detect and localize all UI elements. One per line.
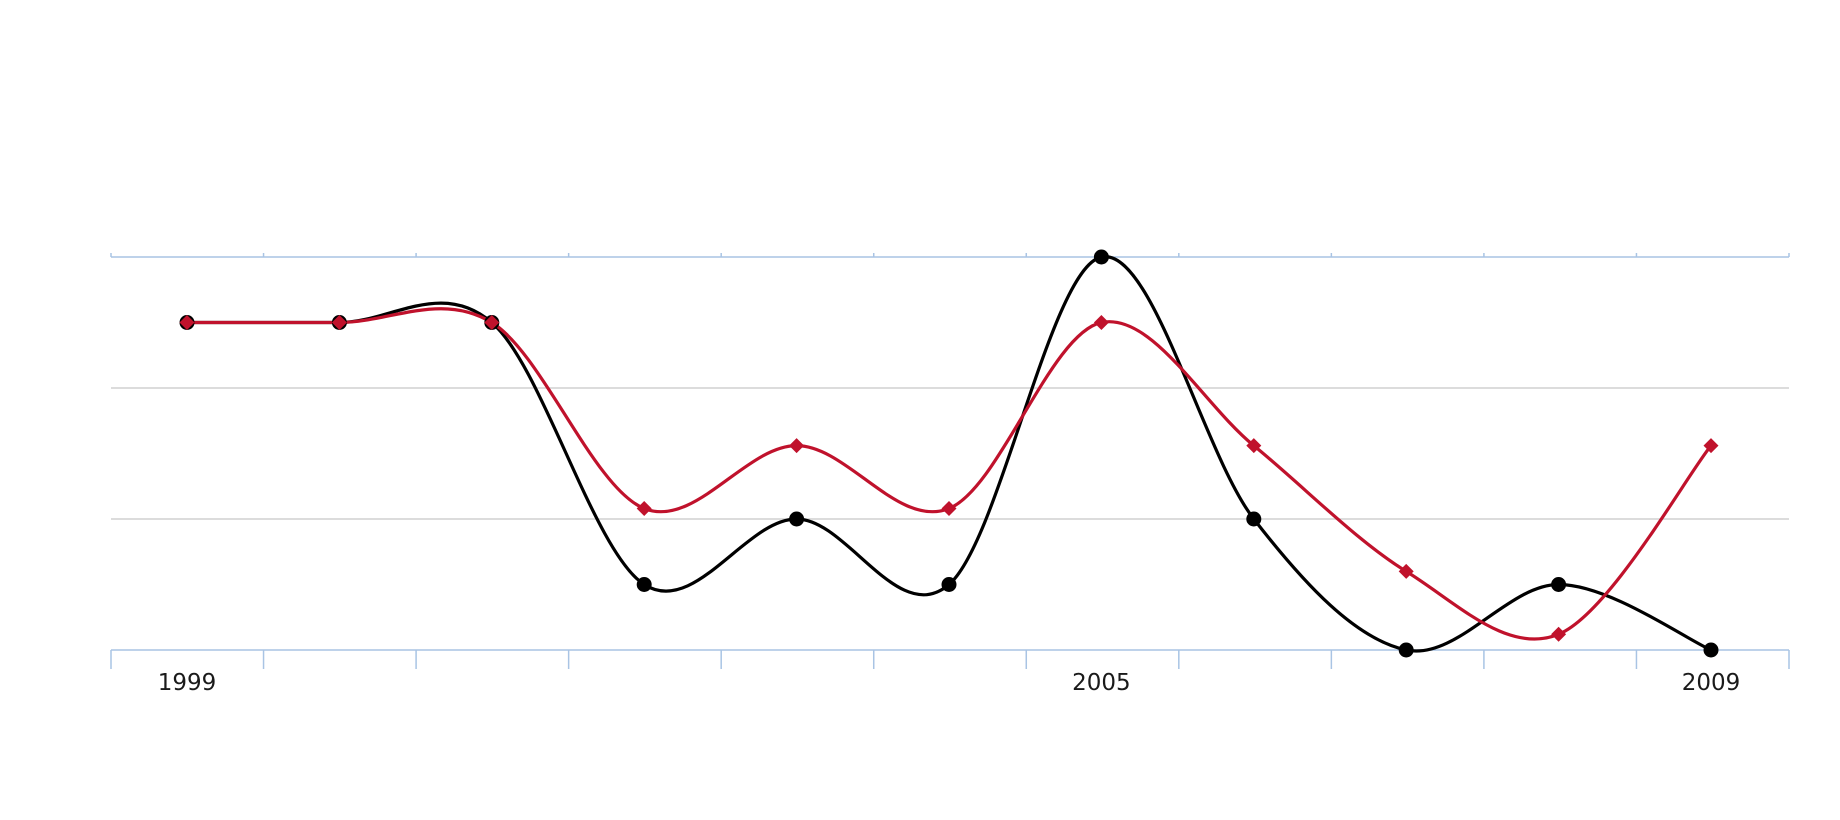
series-2-point-2007: [1398, 563, 1414, 579]
series-1-point-2005: [1093, 249, 1109, 265]
x-tick-label: 1999: [158, 670, 217, 696]
series-2-point-2008: [1551, 626, 1567, 642]
series-2-point-2006: [1246, 438, 1262, 454]
x-tick-label: 2005: [1072, 670, 1131, 696]
series-1-point-2004: [941, 577, 957, 592]
gridlines: [110, 253, 1790, 520]
series-2-point-2001: [484, 315, 500, 330]
series-1-point-2003: [789, 511, 805, 527]
series-1-point-2009: [1703, 642, 1719, 658]
series-1-point-2002: [636, 577, 652, 592]
series-2-point-2005: [1093, 315, 1109, 330]
series-2-point-2009: [1703, 438, 1719, 454]
series-2-point-1999: [179, 315, 195, 330]
series-1-point-2006: [1246, 511, 1262, 527]
series-2-point-2004: [941, 501, 957, 517]
series-1-point-2007: [1398, 642, 1414, 658]
series-2-point-2003: [789, 438, 805, 454]
series-1-point-2008: [1551, 577, 1567, 592]
series-2-point-2002: [636, 501, 652, 517]
series-2-point-2000: [331, 315, 347, 330]
x-tick-labels: 1999 2005 2009: [158, 670, 1741, 696]
x-axis: [110, 649, 1790, 669]
x-tick-label: 2009: [1682, 670, 1741, 696]
data-markers: [179, 249, 1719, 658]
